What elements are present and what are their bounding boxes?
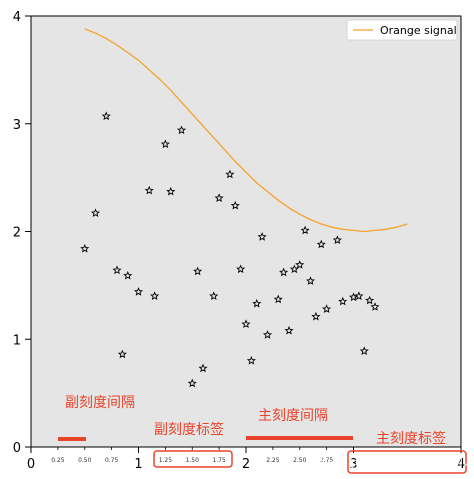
- scatter-point: [246, 356, 256, 365]
- scatter-point: [311, 311, 321, 321]
- x-major-tick-label: 2: [242, 457, 250, 472]
- annotations: 副刻度间隔 副刻度标签 主刻度间隔 主刻度标签: [58, 395, 467, 474]
- scatter-point: [279, 267, 289, 277]
- y-major-tick-label: 0: [13, 441, 21, 456]
- x-minor-tick-label: 1.75: [212, 457, 226, 464]
- scatter-point: [365, 295, 375, 305]
- scatter-point: [295, 260, 305, 269]
- scatter-point: [289, 264, 299, 274]
- scatter-point: [123, 270, 133, 280]
- x-major-tick-label: 1: [134, 457, 142, 472]
- scatter-point: [273, 294, 283, 304]
- legend: Orange signal: [346, 19, 458, 41]
- scatter-point: [198, 363, 208, 373]
- scatter-point: [144, 185, 154, 195]
- x-minor-tick-label: 0.50: [78, 457, 92, 464]
- annotation-major-label-box: [347, 450, 467, 474]
- scatter-point: [316, 239, 326, 249]
- scatter-point: [117, 349, 127, 359]
- x-major-tick-label: 3: [349, 457, 357, 472]
- annotation-major-interval: 主刻度间隔: [258, 408, 328, 424]
- x-major-tick-label: 0: [27, 457, 35, 472]
- x-minor-tick-label: 0.75: [105, 457, 119, 464]
- scatter-layer: [80, 111, 380, 388]
- scatter-point: [252, 298, 262, 308]
- y-major-tick-label: 3: [13, 118, 21, 133]
- annotation-minor-label: 副刻度标签: [154, 421, 224, 438]
- scatter-point: [166, 186, 176, 196]
- scatter-point: [370, 302, 380, 311]
- scatter-point: [101, 111, 111, 121]
- annotation-major-label: 主刻度标签: [376, 430, 446, 447]
- x-minor-tick-label: 0.25: [51, 457, 65, 464]
- axes-layer: 0 1 2 3 4 0.25 0.50 0.75 1.25 1.50 1.75 2.25 2.50 2.7…: [13, 10, 465, 472]
- watermark: 知乎 @python 一生万物人: [318, 454, 474, 470]
- x-minor-tick-label: 2.75: [320, 457, 334, 464]
- scatter-point: [160, 139, 170, 149]
- scatter-point: [133, 287, 144, 296]
- scatter-point: [214, 193, 224, 202]
- scatter-point: [338, 296, 348, 306]
- x-minor-tick-label: 1.25: [159, 457, 173, 464]
- scatter-point: [112, 265, 122, 275]
- annotation-minor-label-box: [153, 450, 233, 468]
- scatter-point: [257, 232, 267, 241]
- scatter-point: [300, 225, 310, 235]
- scatter-point: [305, 276, 316, 285]
- scatter-point: [230, 200, 240, 210]
- scatter-point: [284, 325, 294, 335]
- scatter-point: [187, 378, 197, 388]
- scatter-point: [176, 125, 187, 135]
- x-minor-tick-label: 2.25: [266, 457, 280, 464]
- scatter-point: [209, 291, 219, 301]
- orange-signal-line: [84, 28, 408, 233]
- scatter-point: [241, 319, 251, 329]
- x-minor-tick-label: 2.50: [293, 457, 307, 464]
- plot-area: [31, 16, 461, 447]
- scatter-point: [354, 291, 364, 301]
- scatter-point: [225, 169, 235, 179]
- y-major-tick-label: 2: [13, 226, 21, 241]
- scatter-point: [80, 243, 90, 253]
- y-major-tick-label: 4: [13, 10, 21, 25]
- scatter-point: [332, 235, 342, 244]
- y-major-tick-label: 1: [13, 333, 21, 348]
- scatter-point: [322, 304, 332, 313]
- scatter-point: [359, 346, 369, 355]
- x-major-tick-label: 4: [457, 457, 465, 472]
- scatter-point: [90, 208, 101, 218]
- annotation-minor-interval: 副刻度间隔: [65, 395, 135, 411]
- legend-label: Orange signal: [380, 24, 457, 37]
- x-minor-tick-label: 1.50: [186, 457, 200, 464]
- scatter-point: [262, 330, 273, 339]
- scatter-point: [236, 264, 246, 274]
- legend-box: [346, 19, 458, 41]
- scatter-point: [150, 291, 160, 301]
- scatter-point: [193, 266, 203, 276]
